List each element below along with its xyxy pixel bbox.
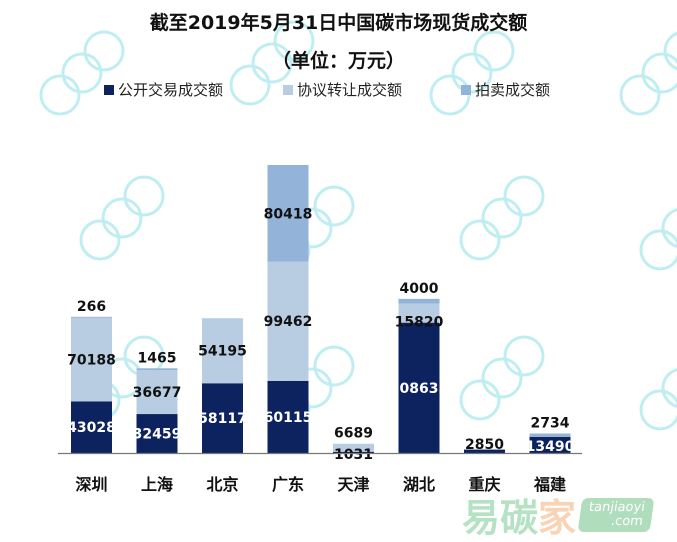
legend-item-auction: 拍卖成交额: [461, 79, 550, 100]
chart-title: 截至2019年5月31日中国碳市场现货成交额: [149, 12, 528, 34]
brand-domain-line2: .com: [609, 513, 644, 529]
data-label-0-0: 43028: [67, 420, 116, 436]
bar-segment-0-7: [529, 436, 571, 453]
bar-segment-0-5: [398, 322, 440, 453]
bar-segment-2-1: [136, 368, 178, 371]
bar-segment-0-4: [333, 451, 374, 453]
x-tick-label: 上海: [141, 475, 173, 494]
data-label-1-0: 70188: [67, 352, 116, 368]
data-label-2-1: 1465: [138, 350, 177, 366]
bar-segment-0-2: [202, 383, 243, 453]
data-label-1-4: 6689: [334, 426, 373, 442]
data-label-1-2: 54195: [198, 344, 247, 360]
brand-watermark: 易 碳 家 tanjiaoyi .com: [462, 487, 655, 542]
x-tick-label: 深圳: [75, 475, 107, 494]
x-tick-label: 湖北: [403, 475, 435, 494]
legend-item-agreement: 协议转让成交额: [283, 79, 402, 100]
bar-segment-2-7: [529, 433, 571, 437]
legend-label-public: 公开交易成交额: [118, 81, 224, 99]
data-label-2-0: 266: [77, 299, 106, 315]
data-label-1-3: 99462: [264, 314, 313, 330]
data-label-1-1: 36677: [133, 385, 182, 401]
data-label-2-7: 2734: [531, 416, 570, 432]
bar-segment-0-0: [71, 401, 112, 453]
legend-label-agreement: 协议转让成交额: [297, 81, 403, 99]
bar-segment-2-3: [267, 165, 309, 262]
legend-item-public: 公开交易成交额: [104, 79, 223, 100]
bar-segment-0-6: [464, 449, 505, 453]
brand-domain-tag: tanjiaoyi .com: [577, 497, 655, 532]
data-label-2-5: 4000: [400, 281, 439, 297]
bar-segment-0-1: [136, 414, 178, 453]
data-label-0-6: 2850: [465, 437, 504, 453]
bar-segment-1-4: [333, 443, 374, 452]
data-label-1-5: 15820: [395, 315, 444, 331]
bar-segment-2-0: [71, 316, 112, 318]
bar-segment-2-5: [398, 298, 440, 304]
data-label-0-3: 60115: [264, 410, 313, 426]
bar-segment-1-1: [136, 370, 178, 415]
legend-swatch-agreement: [283, 84, 293, 95]
x-tick-label: 重庆: [468, 475, 500, 494]
brand-char-2: 碳: [500, 496, 539, 540]
x-tick-label: 福建: [533, 475, 566, 494]
x-tick-label: 北京: [206, 475, 238, 494]
brand-domain-line1: tanjiaoyi: [588, 499, 646, 515]
data-label-0-4: 1031: [334, 447, 373, 463]
legend: 公开交易成交额 协议转让成交额 拍卖成交额: [0, 79, 677, 99]
brand-char-3: 家: [538, 496, 577, 540]
chart-subtitle: （单位：万元）: [271, 50, 405, 72]
bar-segment-1-2: [202, 318, 243, 384]
brand-char-1: 易: [462, 496, 501, 540]
x-tick-label: 天津: [337, 475, 369, 494]
data-label-2-3: 80418: [264, 206, 313, 222]
bar-segment-1-0: [71, 317, 112, 402]
data-label-0-7: 13490: [526, 439, 575, 455]
data-label-0-2: 58117: [198, 411, 247, 427]
bar-segment-1-5: [398, 303, 440, 323]
legend-swatch-auction: [461, 84, 471, 95]
data-label-0-1: 32459: [133, 427, 182, 443]
legend-swatch-public: [104, 84, 114, 95]
legend-label-auction: 拍卖成交额: [475, 81, 551, 99]
data-label-0-5: 108633: [390, 381, 448, 397]
bar-segment-0-3: [267, 380, 309, 453]
bar-segment-1-3: [267, 261, 309, 381]
x-tick-label: 广东: [272, 475, 304, 494]
